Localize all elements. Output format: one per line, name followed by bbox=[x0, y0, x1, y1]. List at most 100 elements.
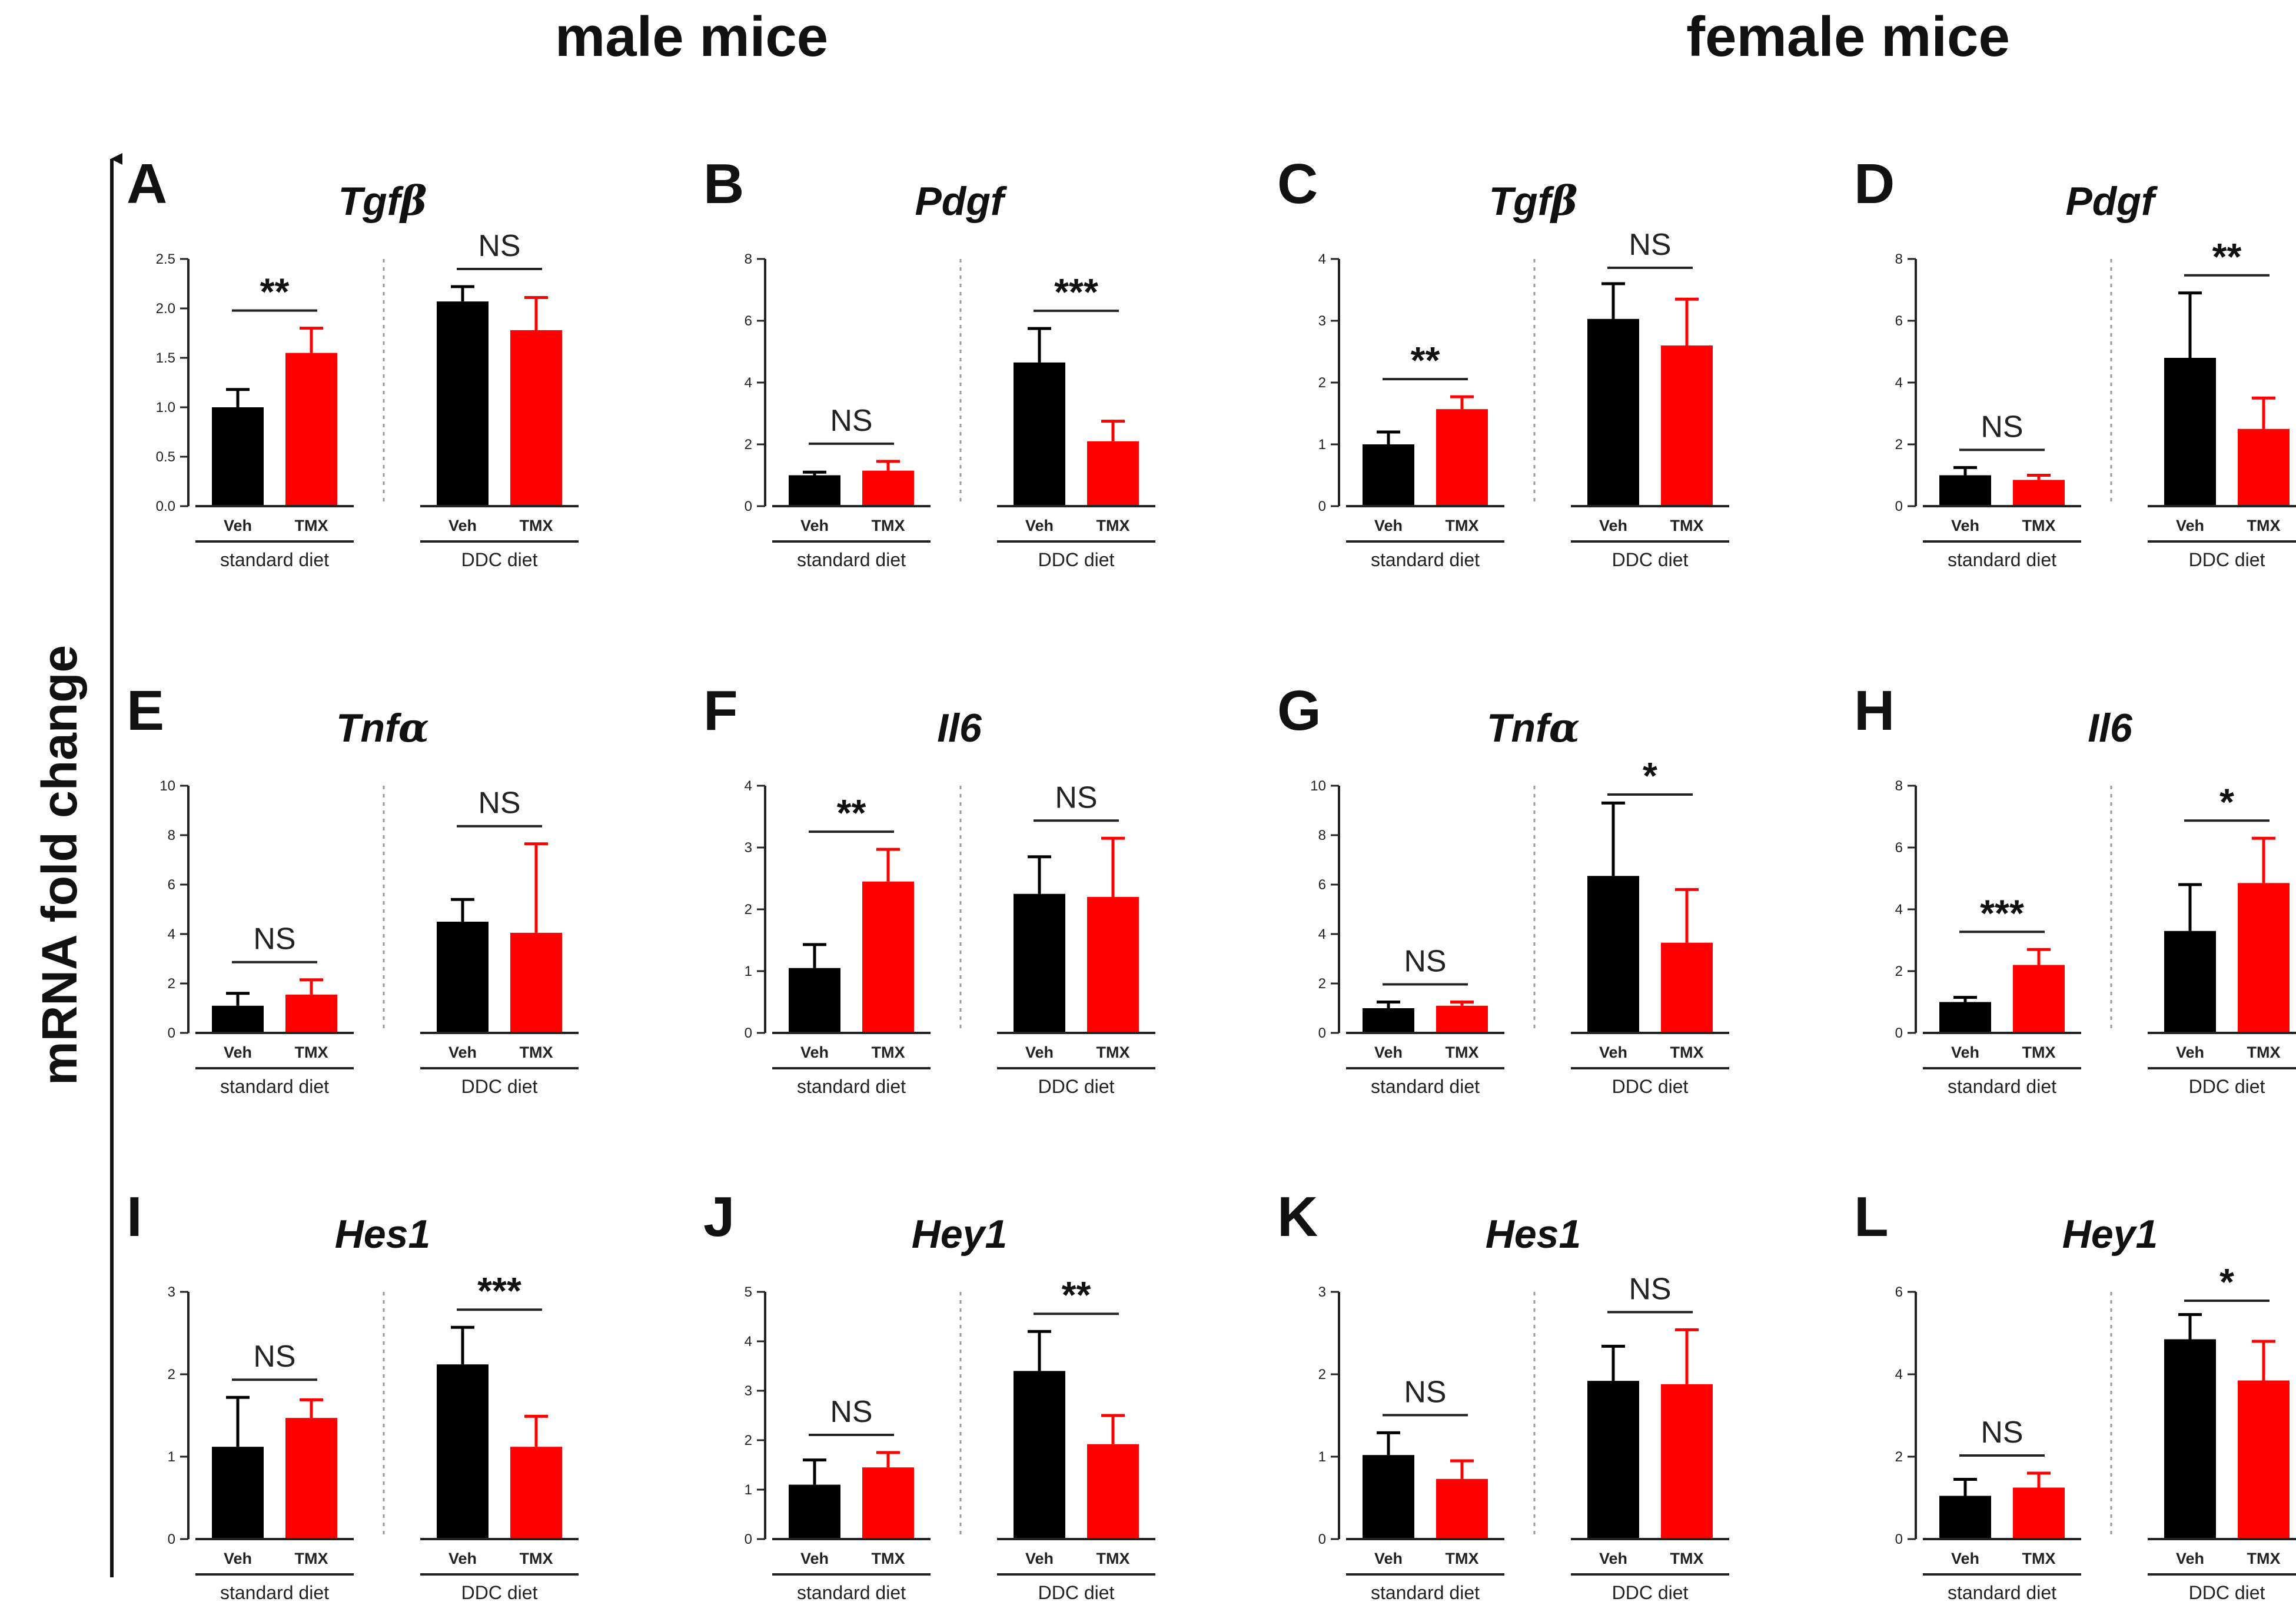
y-tick-label: 10 bbox=[1310, 778, 1326, 794]
y-tick-label: 8 bbox=[1318, 828, 1326, 843]
bar-veh-standard bbox=[1939, 1496, 1991, 1539]
category-label: Veh bbox=[1599, 1044, 1627, 1061]
y-tick-label: 6 bbox=[1895, 313, 1903, 329]
y-tick-label: 6 bbox=[1895, 1284, 1903, 1300]
significance-label: ** bbox=[837, 792, 866, 834]
bar-veh-standard bbox=[1363, 1455, 1414, 1539]
bar-veh-ddc bbox=[1587, 318, 1639, 506]
significance-label: *** bbox=[1980, 892, 2024, 934]
panel-f: F Il6 0 1 2 3 4 Veh TMX standard diet ** Veh TMX DDC … bbox=[703, 679, 1155, 1097]
category-label: Veh bbox=[448, 517, 477, 534]
bar-veh-ddc bbox=[437, 301, 489, 506]
bar-tmx-standard bbox=[2013, 1487, 2065, 1539]
category-label: Veh bbox=[448, 1044, 477, 1061]
y-tick-label: 10 bbox=[160, 778, 175, 794]
significance-label: NS bbox=[1404, 945, 1446, 979]
bar-veh-standard bbox=[1363, 444, 1414, 506]
group-label-ddc: DDC diet bbox=[1038, 549, 1115, 570]
bar-tmx-ddc bbox=[510, 330, 562, 506]
bar-tmx-standard bbox=[1436, 409, 1488, 506]
group-label-standard: standard diet bbox=[1948, 549, 2056, 570]
y-tick-label: 0 bbox=[1895, 1531, 1903, 1547]
significance-label: * bbox=[1643, 755, 1657, 797]
bar-tmx-ddc bbox=[1087, 1444, 1139, 1539]
y-tick-label: 6 bbox=[1318, 877, 1326, 893]
significance-label: NS bbox=[253, 922, 295, 956]
significance-label: NS bbox=[1055, 780, 1097, 815]
panel-title-gene: Il6 bbox=[937, 706, 982, 750]
bar-veh-standard bbox=[789, 968, 840, 1033]
y-tick-label: 1 bbox=[745, 1482, 752, 1498]
panel-g: G Tnfα 0 2 4 6 8 10 Veh TMX standard diet NS Veh TMX D… bbox=[1277, 679, 1729, 1097]
y-tick-label: 1 bbox=[168, 1449, 175, 1465]
category-label: Veh bbox=[1025, 517, 1054, 534]
panel-letter-d: D bbox=[1854, 152, 1895, 215]
y-tick-label: 6 bbox=[168, 877, 175, 893]
group-title-female: female mice bbox=[1686, 5, 2010, 68]
y-tick-label: 0 bbox=[1318, 1531, 1326, 1547]
bar-veh-standard bbox=[212, 1005, 264, 1033]
panel-h: H Il6 0 2 4 6 8 Veh TMX standard diet *** Veh TMX DDC… bbox=[1854, 679, 2296, 1097]
group-label-standard: standard diet bbox=[1948, 1582, 2056, 1603]
bar-tmx-standard bbox=[862, 470, 914, 506]
category-label: TMX bbox=[2247, 1550, 2281, 1567]
y-tick-label: 2 bbox=[745, 437, 752, 453]
panel-title-gene: Tgf bbox=[338, 179, 404, 224]
significance-label: *** bbox=[477, 1270, 521, 1312]
group-label-ddc: DDC diet bbox=[2189, 1076, 2265, 1097]
panel-title-gene: Pdgf bbox=[915, 179, 1007, 224]
significance-label: NS bbox=[478, 229, 520, 263]
y-tick-label: 2 bbox=[168, 976, 175, 992]
category-label: Veh bbox=[1599, 1550, 1627, 1567]
y-tick-label: 3 bbox=[745, 1383, 752, 1399]
panel-title-j: Hey1 bbox=[912, 1212, 1008, 1257]
y-tick-label: 0 bbox=[745, 1531, 752, 1547]
panel-letter-k: K bbox=[1277, 1185, 1318, 1248]
category-label: TMX bbox=[295, 517, 328, 534]
y-tick-label: 3 bbox=[1318, 1284, 1326, 1300]
significance-label: ** bbox=[1411, 339, 1440, 381]
panel-letter-f: F bbox=[703, 679, 738, 742]
category-label: Veh bbox=[800, 1550, 829, 1567]
category-label: Veh bbox=[1025, 1044, 1054, 1061]
y-tick-label: 2 bbox=[745, 902, 752, 918]
category-label: Veh bbox=[1599, 517, 1627, 534]
panel-title-e: Tnfα bbox=[336, 705, 429, 752]
y-tick-label: 4 bbox=[745, 375, 752, 391]
panel-letter-l: L bbox=[1854, 1185, 1889, 1248]
significance-label: NS bbox=[830, 1395, 872, 1429]
significance-label: ** bbox=[260, 271, 290, 313]
panel-i: I Hes1 0 1 2 3 Veh TMX standard diet NS Veh TMX DDC … bbox=[127, 1185, 579, 1603]
category-label: Veh bbox=[1951, 1044, 1979, 1061]
category-label: Veh bbox=[448, 1550, 477, 1567]
panel-title-gene: Hey1 bbox=[912, 1212, 1008, 1257]
category-label: TMX bbox=[1446, 1550, 1479, 1567]
category-label: TMX bbox=[1446, 1044, 1479, 1061]
category-label: TMX bbox=[2022, 1044, 2056, 1061]
bar-veh-ddc bbox=[1587, 1381, 1639, 1539]
bar-tmx-ddc bbox=[1661, 942, 1713, 1033]
category-label: TMX bbox=[1446, 517, 1479, 534]
panel-j: J Hey1 0 1 2 3 4 5 Veh TMX standard diet NS Veh TMX DD… bbox=[703, 1185, 1155, 1603]
group-label-standard: standard diet bbox=[1371, 549, 1480, 570]
y-tick-label: 8 bbox=[745, 251, 752, 267]
category-label: TMX bbox=[1097, 1044, 1130, 1061]
bar-tmx-standard bbox=[1436, 1478, 1488, 1539]
panel-title-i: Hes1 bbox=[335, 1212, 431, 1257]
group-title-male: male mice bbox=[555, 5, 828, 68]
y-tick-label: 8 bbox=[168, 828, 175, 843]
y-tick-label: 4 bbox=[1318, 926, 1326, 942]
y-tick-label: 4 bbox=[745, 778, 752, 794]
category-label: TMX bbox=[2022, 517, 2056, 534]
category-label: TMX bbox=[1670, 1044, 1704, 1061]
group-label-ddc: DDC diet bbox=[1038, 1076, 1115, 1097]
category-label: Veh bbox=[800, 1044, 829, 1061]
bar-veh-standard bbox=[212, 1447, 264, 1539]
y-tick-label: 2 bbox=[745, 1433, 752, 1448]
panel-title-k: Hes1 bbox=[1486, 1212, 1581, 1257]
y-tick-label: 4 bbox=[1895, 375, 1903, 391]
panel-title-b: Pdgf bbox=[915, 179, 1007, 224]
category-label: Veh bbox=[1951, 517, 1979, 534]
panel-l: L Hey1 0 2 4 6 Veh TMX standard diet NS Veh TMX DDC … bbox=[1854, 1185, 2296, 1603]
